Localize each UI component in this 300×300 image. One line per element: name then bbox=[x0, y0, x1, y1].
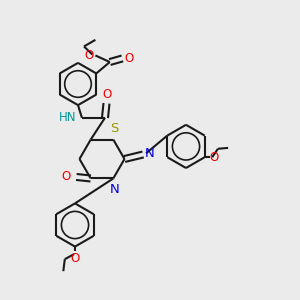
Text: O: O bbox=[124, 52, 133, 65]
Text: O: O bbox=[102, 88, 111, 101]
Text: O: O bbox=[70, 252, 80, 265]
Text: O: O bbox=[62, 170, 71, 184]
Text: O: O bbox=[209, 151, 218, 164]
Text: O: O bbox=[85, 49, 94, 62]
Text: N: N bbox=[145, 147, 155, 160]
Text: HN: HN bbox=[59, 111, 76, 124]
Text: N: N bbox=[110, 183, 119, 196]
Text: S: S bbox=[110, 122, 118, 135]
